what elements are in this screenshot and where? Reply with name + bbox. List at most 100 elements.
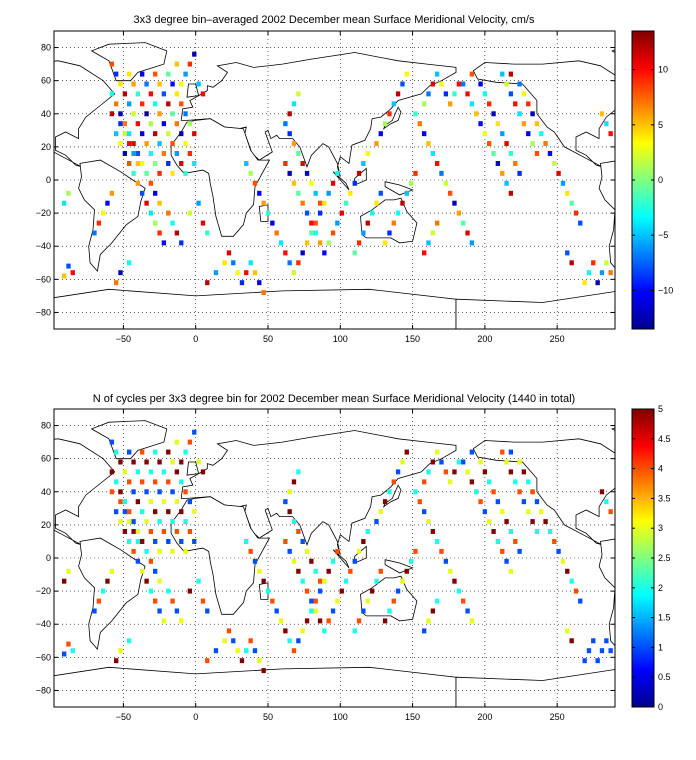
top-data-cell (187, 121, 193, 127)
bottom-data-cell (62, 651, 67, 657)
bottom-data-cell (179, 479, 184, 485)
top-data-cell (66, 190, 71, 196)
bottom-data-cell (352, 558, 357, 564)
bottom-colorbar-tick-label: 1.5 (658, 613, 671, 623)
top-data-cell (534, 121, 540, 127)
bottom-data-cell (382, 618, 388, 624)
bottom-data-cell (148, 499, 154, 505)
bottom-data-cell (235, 648, 240, 654)
top-data-cell (374, 141, 379, 147)
top-data-cell (283, 161, 288, 166)
bottom-data-cell (257, 568, 262, 574)
top-x-tick-label: 50 (263, 334, 273, 344)
top-data-cell (387, 111, 392, 117)
bottom-data-cell (296, 469, 301, 475)
top-data-cell (192, 161, 197, 166)
bottom-data-cell (500, 449, 505, 455)
bottom-data-cell (244, 539, 249, 544)
bottom-data-cell (131, 519, 136, 525)
bottom-continent-outline (90, 420, 168, 460)
bottom-data-cell (62, 578, 67, 584)
bottom-data-cell (569, 638, 574, 644)
bottom-data-cell (604, 638, 609, 644)
top-data-cell (166, 101, 171, 107)
bottom-data-cell (300, 578, 305, 584)
bottom-data-cell (400, 578, 405, 584)
bottom-data-cell (422, 479, 427, 485)
bottom-data-cell (226, 628, 232, 634)
top-data-cell (252, 180, 258, 186)
top-data-cell (287, 131, 292, 137)
bottom-data-cell (118, 489, 123, 495)
top-data-cell (174, 91, 180, 97)
top-data-cell (409, 180, 414, 186)
top-data-cell (417, 121, 422, 127)
top-data-cell (144, 200, 149, 206)
bottom-data-cell (304, 618, 310, 624)
top-data-cell (135, 161, 141, 166)
bottom-data-cell (304, 548, 310, 554)
bottom-data-cell (131, 459, 136, 465)
top-data-cell (317, 240, 323, 246)
bottom-data-cell (569, 578, 574, 584)
top-data-cell (491, 151, 496, 156)
bottom-data-cell (448, 568, 453, 574)
top-data-cell (114, 280, 119, 286)
top-data-cell (179, 161, 184, 166)
bottom-data-cell (534, 499, 540, 505)
top-data-cell (296, 260, 301, 266)
top-data-cell (170, 81, 175, 87)
bottom-data-cell (140, 509, 145, 515)
bottom-data-cell (296, 568, 301, 574)
top-data-cell (153, 220, 158, 226)
top-y-tick-label: −20 (36, 208, 51, 218)
top-data-cell (291, 141, 297, 147)
top-data-cell (161, 151, 167, 156)
top-data-cell (296, 190, 301, 196)
top-colorbar (631, 30, 655, 330)
bottom-y-tick-label: −80 (36, 685, 51, 695)
top-continent-outline (598, 160, 615, 269)
top-continent-outline (332, 171, 350, 191)
bottom-data-cell (395, 469, 401, 475)
bottom-y-tick-label: 60 (41, 454, 51, 464)
bottom-data-cell (231, 638, 236, 644)
bottom-data-cell (161, 618, 167, 624)
bottom-data-cell (374, 519, 379, 525)
top-data-cell (140, 71, 145, 77)
bottom-data-cell (135, 469, 141, 475)
bottom-data-cell (608, 648, 613, 654)
bottom-data-cell (304, 588, 310, 594)
top-data-cell (174, 151, 180, 156)
top-data-cell (261, 290, 266, 296)
bottom-data-cell (66, 568, 71, 574)
bottom-continent-outline (180, 430, 457, 555)
bottom-data-cell (361, 608, 366, 614)
bottom-data-cell (144, 578, 149, 584)
top-data-cell (365, 151, 370, 156)
bottom-data-cell (491, 489, 496, 495)
top-data-cell (257, 190, 262, 196)
bottom-data-cell (560, 558, 566, 564)
bottom-data-cell (578, 598, 583, 604)
top-x-tick-label: 0 (193, 334, 198, 344)
bottom-continent-outline (692, 497, 696, 615)
top-data-cell (513, 161, 518, 166)
top-data-cell (491, 111, 496, 117)
top-colorbar-tick-label: −5 (658, 230, 668, 240)
top-data-cell (101, 210, 106, 216)
top-data-cell (539, 131, 544, 137)
top-data-cell (330, 180, 336, 186)
top-data-cell (365, 220, 370, 226)
bottom-data-cell (187, 499, 193, 505)
top-data-cell (62, 200, 67, 206)
bottom-data-cell (456, 459, 462, 465)
bottom-data-cell (170, 489, 175, 495)
bottom-data-cell (382, 499, 388, 505)
top-data-cell (148, 91, 154, 97)
top-data-cell (508, 91, 514, 97)
top-data-cell (369, 210, 375, 216)
top-data-cell (513, 101, 518, 107)
bottom-data-cell (166, 509, 171, 515)
